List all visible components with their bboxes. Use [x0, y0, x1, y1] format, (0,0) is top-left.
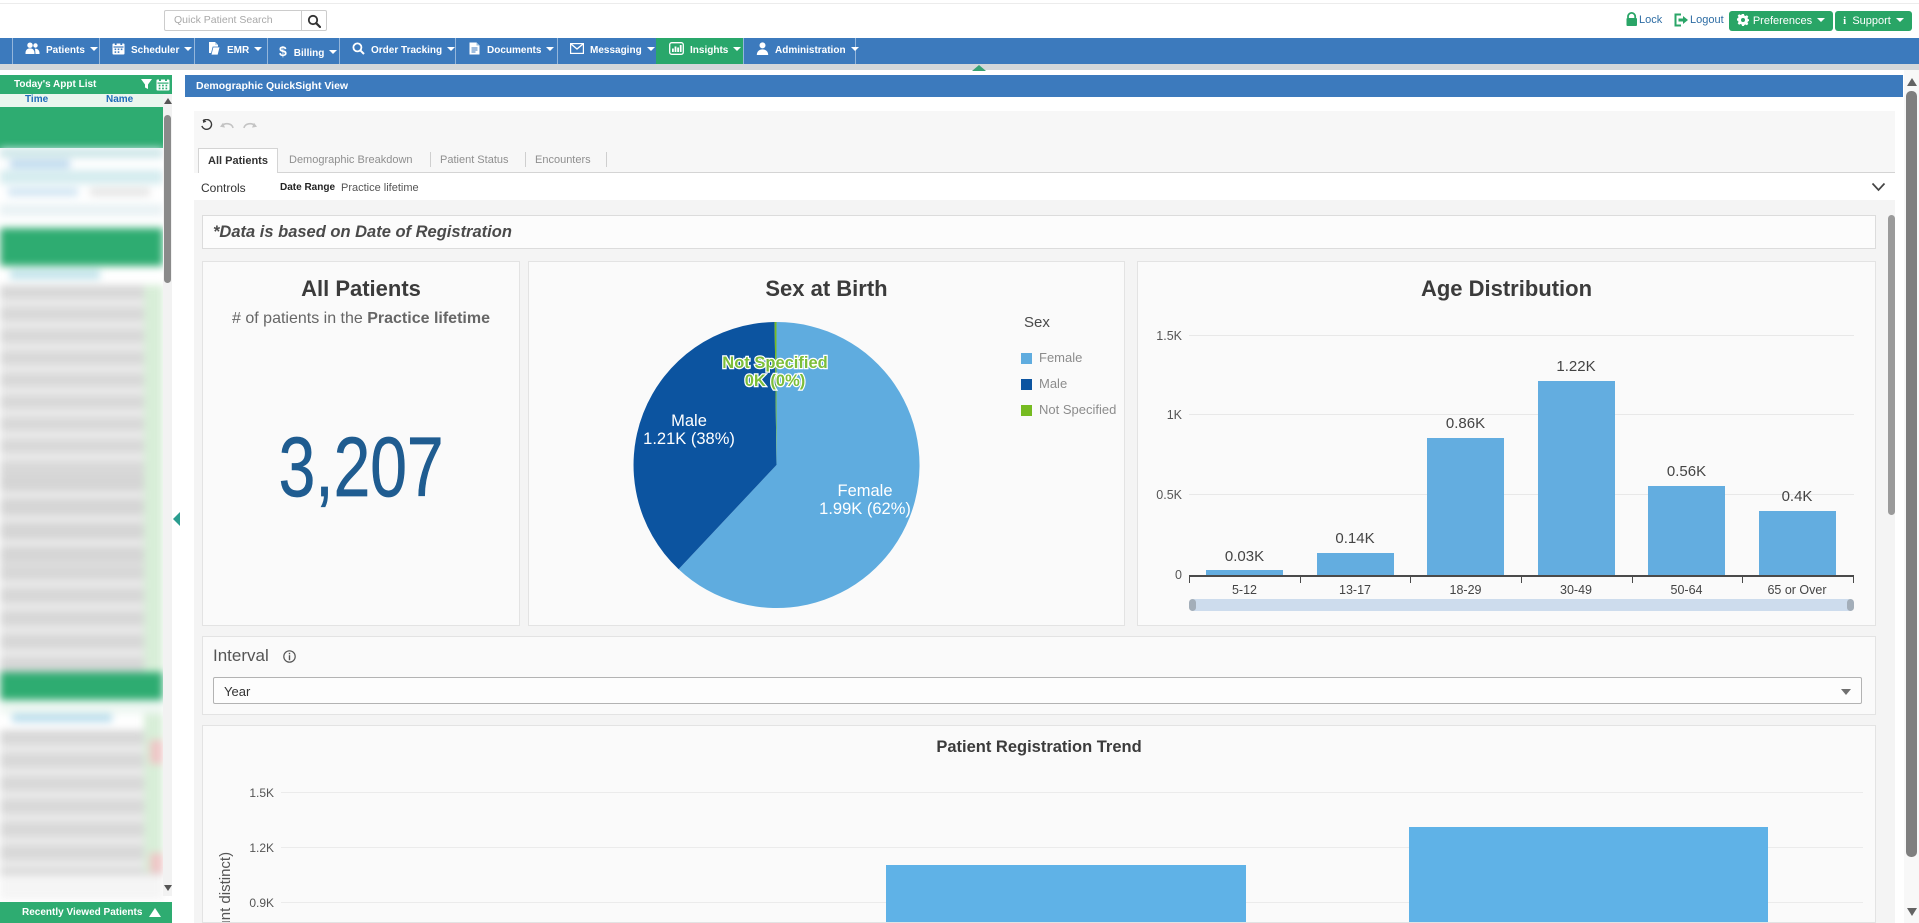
svg-text:Not Specified: Not Specified	[722, 354, 827, 372]
svg-text:0K (0%): 0K (0%)	[745, 372, 806, 390]
svg-text:1.21K (38%): 1.21K (38%)	[643, 430, 735, 448]
svg-text:Female: Female	[837, 482, 892, 500]
svg-text:1.99K (62%): 1.99K (62%)	[819, 500, 911, 518]
svg-text:Male: Male	[671, 412, 707, 430]
